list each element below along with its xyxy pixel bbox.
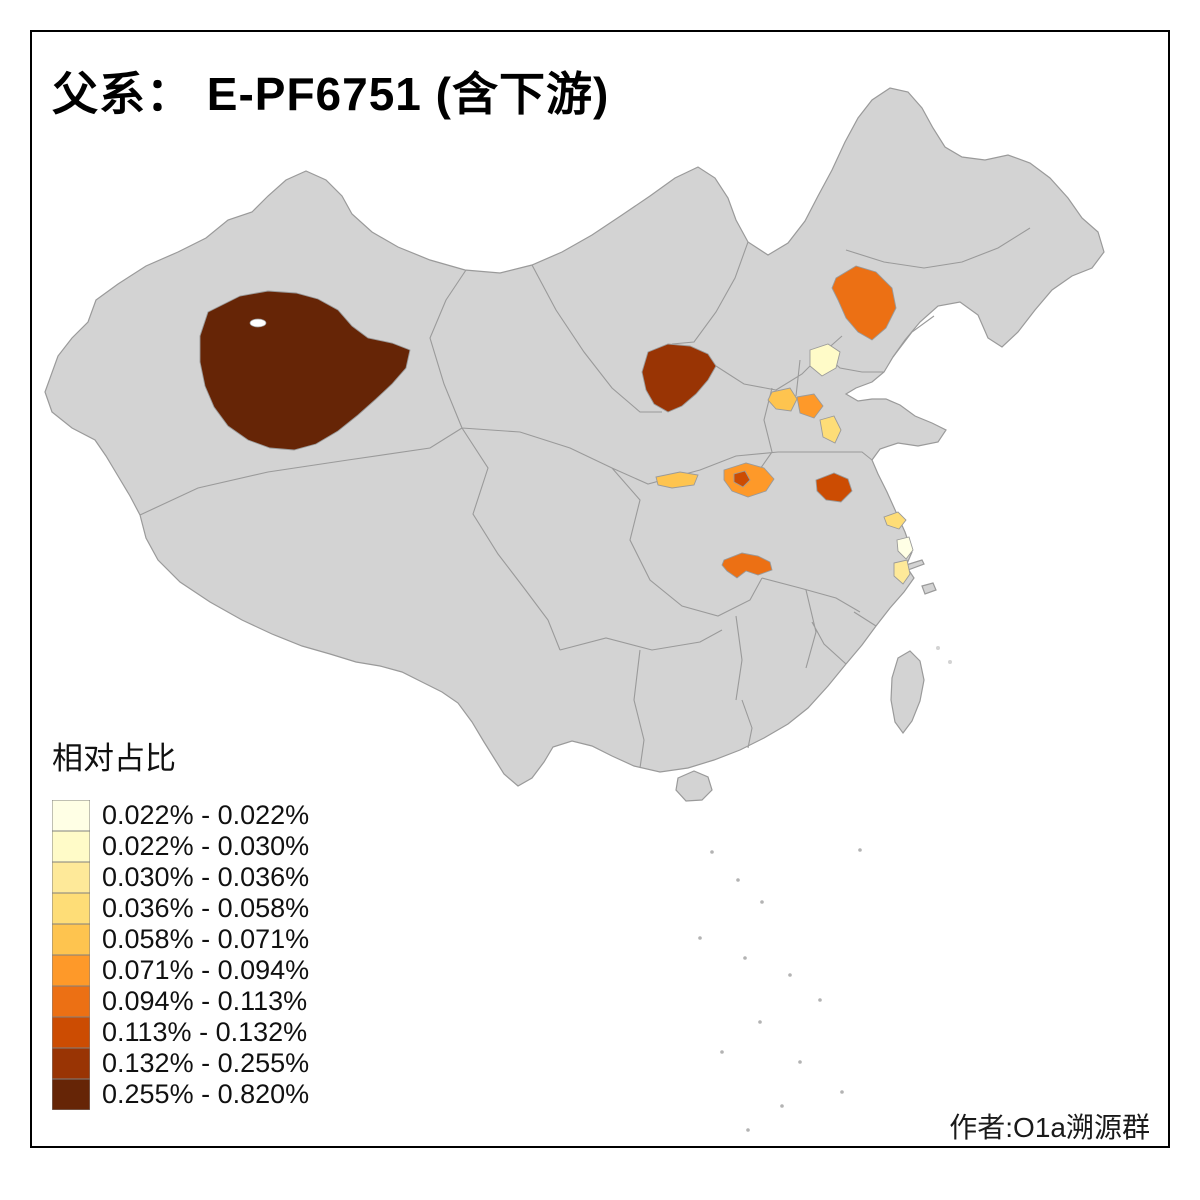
legend-label: 0.255% - 0.820% — [102, 1079, 310, 1109]
legend-item: 0.030% - 0.036% — [52, 862, 309, 893]
legend-item: 0.036% - 0.058% — [52, 893, 309, 924]
region-chongqing — [721, 552, 773, 579]
region-central-jiangsu-anhui — [815, 472, 853, 503]
legend-item: 0.071% - 0.094% — [52, 955, 309, 986]
taiwan-island — [890, 650, 925, 735]
legend-swatch — [52, 924, 90, 955]
legend: 相对占比 0.022% - 0.022% 0.022% - 0.030% 0.0… — [52, 733, 309, 1110]
region-north-zhejiang — [893, 559, 911, 585]
legend-label: 0.022% - 0.030% — [102, 831, 310, 861]
legend-swatch — [52, 1017, 90, 1048]
hainan-island — [675, 770, 713, 802]
region-southeast-inner-mongolia — [831, 265, 897, 341]
legend-swatch — [52, 893, 90, 924]
region-southeast-gansu — [655, 471, 699, 489]
legend-item: 0.113% - 0.132% — [52, 1017, 309, 1048]
legend-item: 0.022% - 0.022% — [52, 800, 309, 831]
legend-label: 0.030% - 0.036% — [102, 862, 310, 892]
legend-label: 0.094% - 0.113% — [102, 986, 308, 1016]
region-shanghai — [896, 536, 914, 560]
legend-label: 0.022% - 0.022% — [102, 800, 310, 830]
island-dot — [948, 660, 952, 664]
xinjiang-enclave-gap — [249, 318, 267, 328]
figure-title: 父系： E-PF6751 (含下游) — [52, 68, 610, 120]
legend-label: 0.071% - 0.094% — [102, 955, 310, 985]
legend-label: 0.036% - 0.058% — [102, 893, 310, 923]
legend-item: 0.058% - 0.071% — [52, 924, 309, 955]
legend-swatch — [52, 986, 90, 1017]
legend-swatch — [52, 862, 90, 893]
legend-label: 0.113% - 0.132% — [102, 1017, 308, 1047]
legend-item: 0.022% - 0.030% — [52, 831, 309, 862]
attribution: 作者:O1a溯源群 — [949, 1112, 1150, 1143]
legend-title: 相对占比 — [52, 741, 176, 776]
island-dot — [936, 646, 940, 650]
china-mainland — [44, 87, 1105, 787]
province-borders — [139, 227, 1031, 769]
region-west-shandong — [819, 415, 842, 444]
choropleth-regions — [199, 265, 914, 585]
legend-item: 0.132% - 0.255% — [52, 1048, 309, 1079]
south-sea-islets — [698, 848, 862, 1132]
region-beijing — [809, 343, 841, 377]
region-south-jiangsu-coast — [883, 511, 907, 530]
legend-item: 0.094% - 0.113% — [52, 986, 309, 1017]
region-south-xinjiang — [199, 290, 411, 451]
legend-label: 0.058% - 0.071% — [102, 924, 310, 954]
region-central-shanxi — [767, 387, 798, 412]
region-west-inner-mongolia — [641, 343, 717, 413]
legend-swatch — [52, 1048, 90, 1079]
legend-swatch — [52, 800, 90, 831]
region-south-hebei — [796, 393, 824, 419]
zhoushan-islands — [921, 582, 937, 595]
legend-item: 0.255% - 0.820% — [52, 1079, 309, 1110]
legend-swatch — [52, 1079, 90, 1110]
legend-items: 0.022% - 0.022% 0.022% - 0.030% 0.030% -… — [52, 800, 309, 1110]
legend-label: 0.132% - 0.255% — [102, 1048, 310, 1078]
legend-swatch — [52, 831, 90, 862]
legend-swatch — [52, 955, 90, 986]
region-south-shaanxi-core — [733, 470, 751, 488]
